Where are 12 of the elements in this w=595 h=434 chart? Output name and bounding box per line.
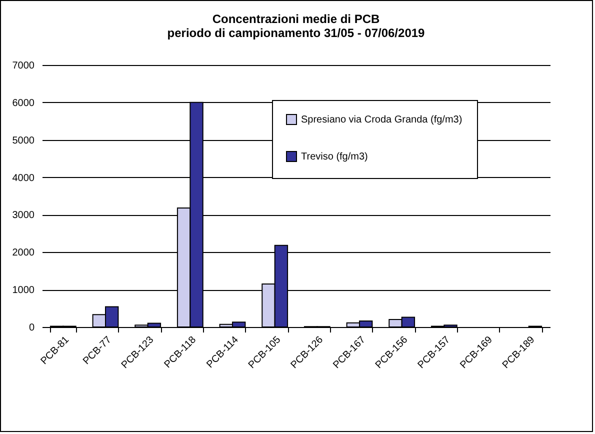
text: periodo di campionamento 31/05 - 07/06/2019 bbox=[167, 26, 425, 40]
legend-label: Spresiano via Croda Granda (fg/m3) bbox=[301, 114, 462, 126]
y-tick-label: 1000 bbox=[12, 285, 35, 296]
legend-label: Treviso (fg/m3) bbox=[301, 152, 368, 162]
y-tick-label: 4000 bbox=[12, 172, 35, 184]
y-tick-label: 3000 bbox=[12, 210, 35, 222]
text: Concentrazioni medie di PCB bbox=[212, 12, 380, 26]
y-tick-label: 7000 bbox=[12, 60, 35, 72]
y-tick-label: 5000 bbox=[12, 135, 35, 146]
y-tick-label: 6000 bbox=[12, 98, 35, 109]
y-tick-label: 2000 bbox=[12, 248, 35, 259]
y-tick-label: 0 bbox=[28, 322, 35, 334]
